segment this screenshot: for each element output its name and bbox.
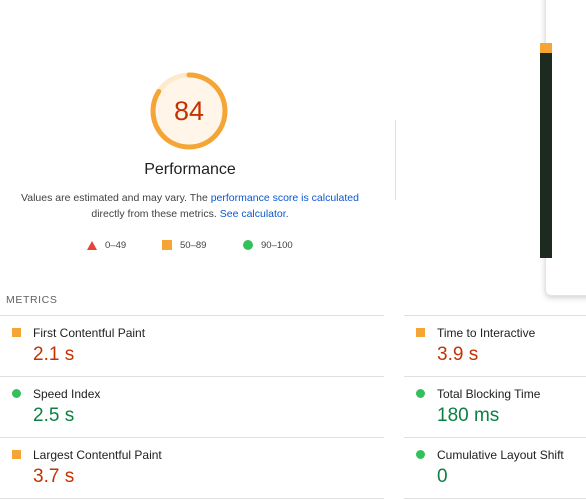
metric-value: 3.7 s [33,466,75,487]
metric-name: First Contentful Paint [33,326,146,340]
square-icon [12,450,21,459]
performance-score: 84 [173,96,205,126]
metric-cumulative-layout-shift: Cumulative Layout Shift 0 [404,438,586,499]
metric-name: Time to Interactive [437,326,536,340]
score-description: Values are estimated and may vary. The p… [0,190,380,222]
circle-icon [243,240,253,250]
metric-name: Total Blocking Time [437,387,541,401]
metric-value: 3.9 s [437,344,479,365]
triangle-icon [87,240,97,250]
legend-label: 0–49 [105,239,127,251]
legend-fail: 0–49 [87,238,126,252]
square-icon [12,328,21,337]
screenshot-thumbnail [540,53,552,258]
circle-icon [416,389,425,398]
divider [0,315,384,316]
metric-time-to-interactive: Time to Interactive 3.9 s [404,316,586,377]
metric-largest-contentful-paint: Largest Contentful Paint 3.7 s [0,438,384,499]
description-text: directly from these metrics. [91,208,220,220]
circle-icon [416,450,425,459]
metrics-heading: METRICS [6,294,58,306]
section-divider [395,120,396,200]
divider [404,315,586,316]
see-calculator-link[interactable]: See calculator. [219,208,289,220]
metric-value: 180 ms [437,405,500,426]
category-title: Performance [144,161,236,178]
metric-value: 2.1 s [33,344,75,365]
performance-score-link[interactable]: performance score is calculated [210,192,359,204]
metric-name: Largest Contentful Paint [33,448,162,462]
gauge-arc [150,72,228,150]
metric-value: 2.5 s [33,405,75,426]
legend-average: 50–89 [162,238,206,252]
square-icon [416,328,425,337]
legend-label: 50–89 [180,239,207,251]
square-icon [162,240,172,250]
metric-first-contentful-paint: First Contentful Paint 2.1 s [0,316,384,377]
screenshot-preview-panel[interactable] [540,0,586,296]
performance-gauge: 84 [148,70,230,152]
circle-icon [12,389,21,398]
legend-label: 90–100 [261,239,293,251]
metric-value: 0 [437,466,448,487]
metric-name: Speed Index [33,387,101,401]
metric-speed-index: Speed Index 2.5 s [0,377,384,438]
description-text: Values are estimated and may vary. The [21,192,211,204]
metric-total-blocking-time: Total Blocking Time 180 ms [404,377,586,438]
metric-name: Cumulative Layout Shift [437,448,564,462]
legend-pass: 90–100 [243,238,293,252]
gauge-ring [150,72,228,150]
